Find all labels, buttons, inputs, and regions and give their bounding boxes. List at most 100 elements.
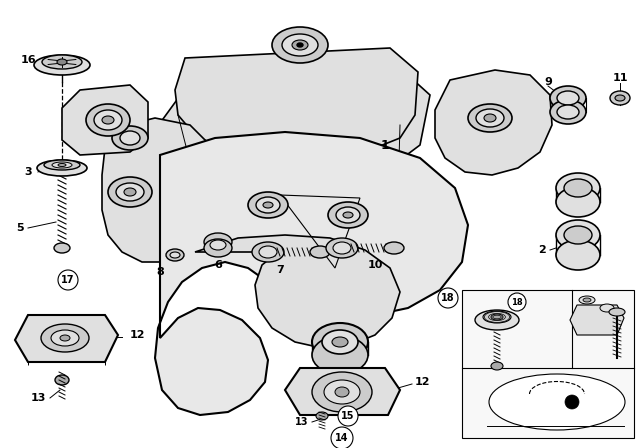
Ellipse shape <box>204 233 232 251</box>
Text: 10: 10 <box>367 260 383 270</box>
Ellipse shape <box>310 246 330 258</box>
Ellipse shape <box>328 202 368 228</box>
Ellipse shape <box>252 242 284 262</box>
Ellipse shape <box>468 104 512 132</box>
Circle shape <box>565 395 579 409</box>
Circle shape <box>508 293 526 311</box>
Ellipse shape <box>343 212 353 218</box>
Text: 16: 16 <box>20 55 36 65</box>
Polygon shape <box>195 235 400 348</box>
Polygon shape <box>570 305 624 335</box>
Polygon shape <box>175 48 418 158</box>
Ellipse shape <box>556 187 600 217</box>
Ellipse shape <box>484 114 496 122</box>
Ellipse shape <box>41 324 89 352</box>
Ellipse shape <box>204 239 232 257</box>
Text: 5: 5 <box>16 223 24 233</box>
Text: 5: 5 <box>467 345 474 355</box>
Ellipse shape <box>259 246 277 258</box>
Ellipse shape <box>37 160 87 176</box>
Ellipse shape <box>60 335 70 341</box>
Text: 11: 11 <box>612 73 628 83</box>
Ellipse shape <box>51 330 79 346</box>
Ellipse shape <box>384 242 404 254</box>
Text: 15: 15 <box>341 411 355 421</box>
Circle shape <box>438 288 458 308</box>
Ellipse shape <box>210 240 226 250</box>
Ellipse shape <box>282 34 318 56</box>
Ellipse shape <box>322 330 358 354</box>
Text: 14: 14 <box>621 289 633 298</box>
Ellipse shape <box>272 27 328 63</box>
Text: 03C57601: 03C57601 <box>536 428 579 438</box>
Ellipse shape <box>316 412 328 420</box>
Text: 14: 14 <box>335 433 349 443</box>
Polygon shape <box>285 368 400 415</box>
Ellipse shape <box>556 240 600 270</box>
Text: 15: 15 <box>577 337 589 346</box>
Ellipse shape <box>34 55 90 75</box>
Ellipse shape <box>108 177 152 207</box>
Ellipse shape <box>333 242 351 254</box>
Circle shape <box>331 427 353 448</box>
Text: 9: 9 <box>544 77 552 87</box>
Ellipse shape <box>116 183 144 201</box>
Ellipse shape <box>55 375 69 385</box>
Ellipse shape <box>124 188 136 196</box>
Polygon shape <box>102 118 215 262</box>
Polygon shape <box>15 315 118 362</box>
Ellipse shape <box>102 116 114 124</box>
Ellipse shape <box>615 95 625 101</box>
Text: 12: 12 <box>130 330 145 340</box>
Text: 18: 18 <box>441 293 455 303</box>
Ellipse shape <box>556 173 600 203</box>
Ellipse shape <box>476 109 504 127</box>
Text: 4: 4 <box>465 315 472 325</box>
Polygon shape <box>155 132 468 415</box>
Text: 17: 17 <box>604 292 616 301</box>
Ellipse shape <box>52 162 72 168</box>
Ellipse shape <box>475 310 519 330</box>
Text: 13: 13 <box>30 393 45 403</box>
Ellipse shape <box>94 110 122 130</box>
Polygon shape <box>435 70 552 175</box>
Ellipse shape <box>58 164 66 167</box>
Ellipse shape <box>120 131 140 145</box>
Ellipse shape <box>170 252 180 258</box>
Ellipse shape <box>483 311 511 323</box>
Ellipse shape <box>610 91 630 105</box>
Ellipse shape <box>292 40 308 50</box>
Circle shape <box>338 406 358 426</box>
Polygon shape <box>62 85 148 155</box>
Ellipse shape <box>44 160 80 170</box>
Polygon shape <box>155 55 430 188</box>
Ellipse shape <box>557 91 579 105</box>
Ellipse shape <box>324 380 360 404</box>
Text: 3: 3 <box>24 167 32 177</box>
Ellipse shape <box>336 207 360 223</box>
Text: 13: 13 <box>294 417 308 427</box>
Ellipse shape <box>57 59 67 65</box>
Text: 8: 8 <box>156 267 164 277</box>
Ellipse shape <box>312 372 372 412</box>
Ellipse shape <box>600 304 614 312</box>
Ellipse shape <box>491 314 503 320</box>
Text: 7: 7 <box>276 265 284 275</box>
Ellipse shape <box>312 336 368 374</box>
Text: 17: 17 <box>61 275 75 285</box>
Text: 18: 18 <box>511 297 523 306</box>
Ellipse shape <box>579 296 595 304</box>
Ellipse shape <box>326 238 358 258</box>
Text: 12: 12 <box>415 377 431 387</box>
Ellipse shape <box>557 105 579 119</box>
Text: 17: 17 <box>581 289 593 298</box>
Ellipse shape <box>550 86 586 110</box>
Text: 18: 18 <box>604 301 616 310</box>
Ellipse shape <box>248 192 288 218</box>
Text: 6: 6 <box>214 260 222 270</box>
Ellipse shape <box>312 323 368 361</box>
Ellipse shape <box>556 220 600 250</box>
Ellipse shape <box>550 100 586 124</box>
Circle shape <box>58 270 78 290</box>
Ellipse shape <box>332 337 348 347</box>
